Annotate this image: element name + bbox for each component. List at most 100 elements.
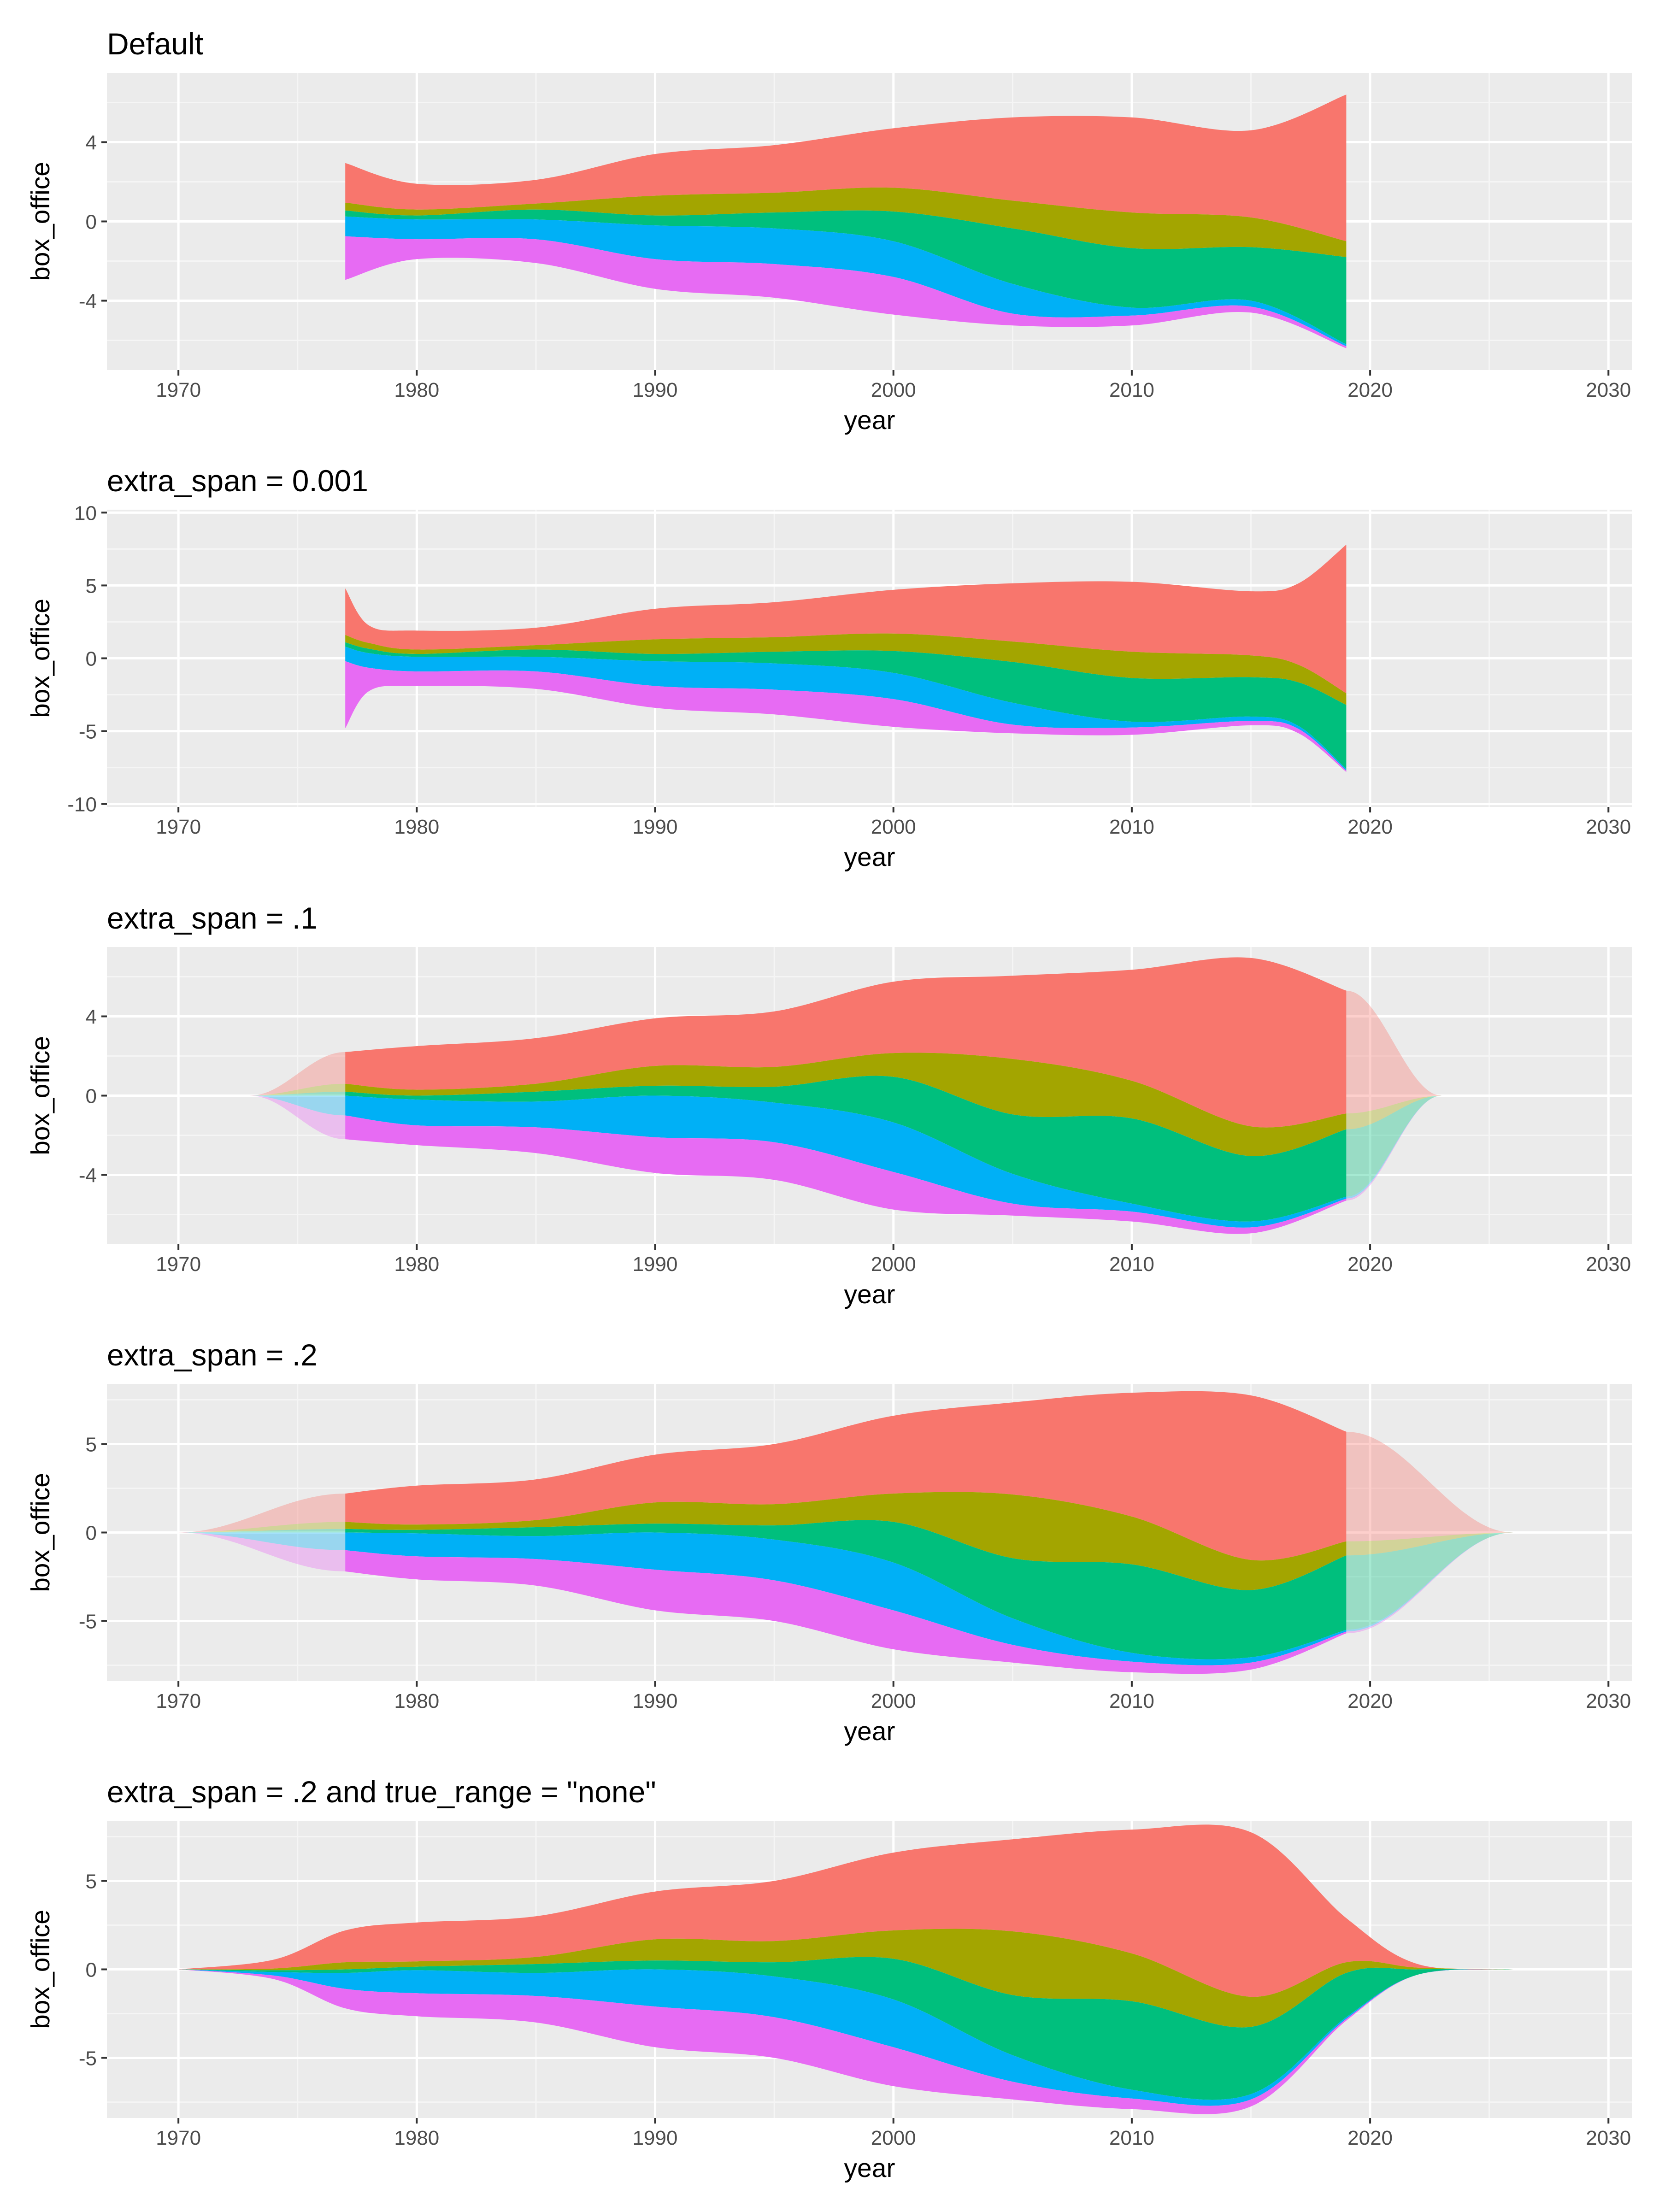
y-axis: -4 0 4 box_office [26, 1006, 107, 1187]
faded-extension-layer-3 [1346, 1095, 1442, 1197]
y-tick-label: 5 [86, 1434, 97, 1456]
x-axis: 1970 1980 1990 2000 2010 2020 2030 year [156, 807, 1631, 872]
x-axis-title: year [844, 842, 895, 872]
x-axis-title: year [844, 1717, 895, 1746]
stream-layer-4 [178, 1969, 1513, 2106]
x-tick-label: 2000 [871, 816, 916, 838]
stream-layer-2 [345, 187, 1347, 257]
x-axis-title: year [844, 1280, 895, 1309]
x-tick-label: 2020 [1347, 2127, 1393, 2149]
y-tick-label: 10 [74, 502, 97, 524]
y-tick-label: 0 [86, 1522, 97, 1545]
x-tick-label: 2000 [871, 2127, 916, 2149]
x-tick-label: 1980 [394, 1253, 439, 1276]
x-tick-label: 2020 [1347, 1253, 1393, 1276]
stream-layer-3 [345, 209, 1347, 345]
y-tick-label: 5 [86, 1871, 97, 1893]
stream-layer-1 [178, 1824, 1513, 1997]
y-tick-label: -5 [79, 2047, 97, 2070]
x-tick-label: 1980 [394, 1690, 439, 1712]
x-axis: 1970 1980 1990 2000 2010 2020 2030 year [156, 370, 1631, 435]
x-tick-label: 2000 [871, 1690, 916, 1712]
stream-layer-5 [345, 236, 1347, 348]
stream-layer-5 [345, 1550, 1347, 1674]
stream-layer-5 [345, 1115, 1347, 1234]
y-tick-label: 0 [86, 1085, 97, 1108]
y-axis-title: box_office [26, 1910, 55, 2029]
major-grid [107, 510, 1632, 807]
faded-extension-layer-5 [1346, 1532, 1513, 1634]
faded-extension-layer-3 [1346, 1532, 1513, 1630]
chart-title: extra_span = .2 [107, 1338, 318, 1372]
x-tick-label: 2030 [1586, 379, 1631, 401]
x-tick-label: 1990 [633, 1253, 678, 1276]
stream-layer-3 [345, 1076, 1347, 1222]
y-tick-label: 4 [86, 132, 97, 154]
faded-extension-layer-1 [1346, 1431, 1513, 1541]
y-axis-title: box_office [26, 599, 55, 718]
extended-range-fade [178, 1431, 1513, 1634]
x-tick-label: 2010 [1109, 2127, 1154, 2149]
extended-range-fade [250, 990, 1442, 1201]
y-tick-label: -4 [79, 1165, 97, 1187]
x-tick-label: 1980 [394, 379, 439, 401]
stream-layer-3 [345, 642, 1347, 769]
y-tick-label: 0 [86, 648, 97, 671]
y-tick-label: -10 [67, 794, 97, 816]
x-tick-label: 1970 [156, 379, 201, 401]
x-axis: 1970 1980 1990 2000 2010 2020 2030 year [156, 1244, 1631, 1309]
y-tick-label: 0 [86, 1959, 97, 1982]
faded-extension-layer-1 [178, 1494, 346, 1533]
y-tick-label: 5 [86, 575, 97, 597]
stream-layer-3 [345, 1520, 1347, 1659]
stream-layers [178, 1391, 1513, 1674]
stream-layers [345, 544, 1347, 772]
faded-extension-layer-5 [250, 1095, 346, 1140]
stream-layer-3 [178, 1957, 1513, 2100]
x-tick-label: 2010 [1109, 816, 1154, 838]
x-tick-label: 1990 [633, 2127, 678, 2149]
chart-title: extra_span = .2 and true_range = "none" [107, 1775, 656, 1809]
x-tick-label: 1970 [156, 2127, 201, 2149]
chart-panel-1: Default 1970 1980 1990 2000 2010 2020 2030 year -… [26, 27, 1632, 435]
y-tick-label: 0 [86, 211, 97, 234]
x-tick-label: 2030 [1586, 816, 1631, 838]
x-tick-label: 2020 [1347, 1690, 1393, 1712]
faded-extension-layer-4 [250, 1095, 346, 1116]
chart-title: extra_span = .1 [107, 901, 318, 935]
x-tick-label: 1990 [633, 1690, 678, 1712]
x-tick-label: 2010 [1109, 1690, 1154, 1712]
stream-layer-5 [178, 1969, 1513, 2114]
faded-extension-layer-4 [178, 1532, 346, 1550]
faded-extension-layer-1 [1346, 990, 1442, 1114]
x-tick-label: 2020 [1347, 379, 1393, 401]
faded-extension-layer-2 [1346, 1095, 1442, 1130]
x-tick-label: 1980 [394, 816, 439, 838]
y-tick-label: -5 [79, 1610, 97, 1633]
x-axis-title: year [844, 406, 895, 435]
faded-extension-layer-2 [1346, 1532, 1513, 1556]
faded-extension-layer-4 [1346, 1532, 1513, 1632]
faded-extension-layer-1 [250, 1052, 346, 1096]
x-tick-label: 1990 [633, 379, 678, 401]
x-tick-label: 1970 [156, 816, 201, 838]
stream-layer-2 [345, 1492, 1347, 1590]
stream-layer-5 [345, 661, 1347, 772]
faded-extension-layer-3 [250, 1091, 346, 1096]
y-tick-label: -5 [79, 721, 97, 743]
stream-layers [345, 94, 1347, 348]
x-tick-label: 2000 [871, 1253, 916, 1276]
faded-extension-layer-3 [178, 1529, 346, 1533]
x-tick-label: 1990 [633, 816, 678, 838]
stream-layer-1 [345, 94, 1347, 241]
faded-extension-layer-2 [178, 1522, 346, 1533]
x-tick-label: 2010 [1109, 1253, 1154, 1276]
y-tick-label: -4 [79, 290, 97, 313]
stream-layer-4 [345, 216, 1347, 347]
x-tick-label: 1970 [156, 1253, 201, 1276]
x-tick-label: 2030 [1586, 1690, 1631, 1712]
stream-layer-1 [345, 957, 1347, 1128]
y-axis-title: box_office [26, 1036, 55, 1155]
chart-title: Default [107, 27, 203, 61]
